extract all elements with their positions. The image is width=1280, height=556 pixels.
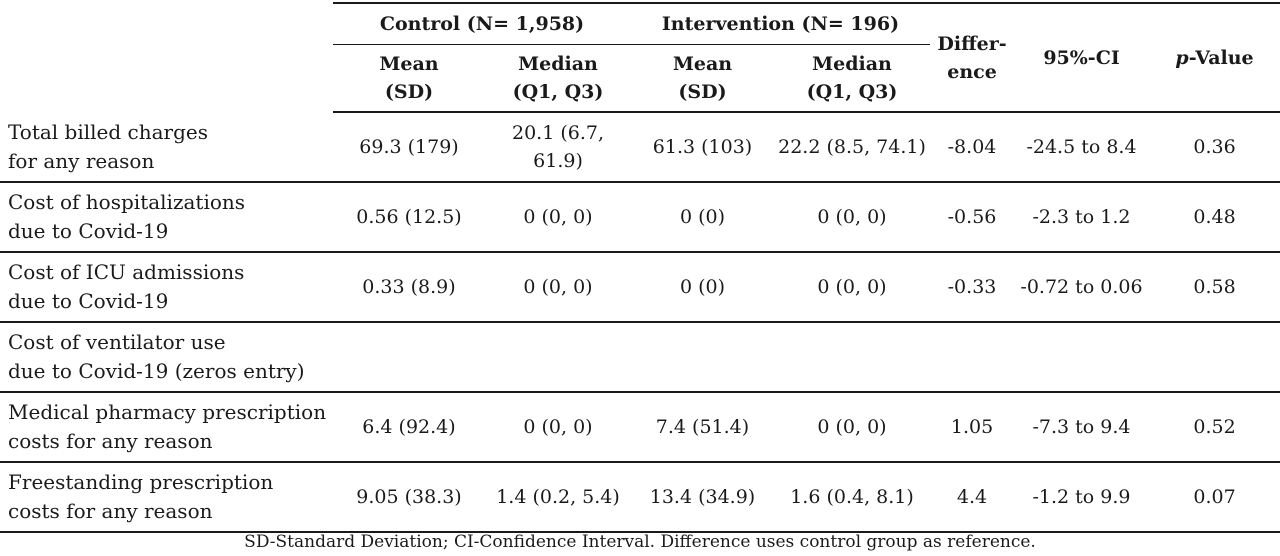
row-label: Freestanding prescription costs for any … <box>0 462 333 533</box>
difference-header-line2: ence <box>947 60 997 83</box>
mean-header-line1: Mean <box>379 53 439 75</box>
difference-cell: -0.56 <box>930 182 1015 253</box>
row-label: Cost of ventilator use due to Covid-19 (… <box>0 322 333 393</box>
ci-cell: -1.2 to 9.9 <box>1014 462 1150 533</box>
intervention-median-cell <box>774 322 931 393</box>
difference-cell: 1.05 <box>930 392 1015 463</box>
pvalue-header: p-Value <box>1149 2 1280 113</box>
row-label-line1: Cost of ventilator use <box>8 330 226 354</box>
row-label: Medical pharmacy prescription costs for … <box>0 392 333 463</box>
ci-cell: -7.3 to 9.4 <box>1014 392 1150 463</box>
median-header-line2: (Q1, Q3) <box>806 81 898 103</box>
control-mean-cell: 0.56 (12.5) <box>333 182 485 253</box>
mean-header-line2: (SD) <box>678 81 727 103</box>
intervention-group-header: Intervention (N= 196) <box>631 2 931 45</box>
pvalue-cell: 0.52 <box>1149 392 1280 463</box>
row-label: Cost of ICU admissions due to Covid-19 <box>0 252 333 323</box>
intervention-mean-cell <box>631 322 774 393</box>
pvalue-cell <box>1149 322 1280 393</box>
ci-cell: -2.3 to 1.2 <box>1014 182 1150 253</box>
control-median-cell: 0 (0, 0) <box>485 252 631 323</box>
median-header-line1: Median <box>518 53 598 75</box>
row-label-line2: due to Covid-19 <box>8 289 169 313</box>
row-label-line1: Cost of hospitalizations <box>8 190 246 214</box>
control-median-header: Median (Q1, Q3) <box>485 44 631 113</box>
table-footnote: SD-Standard Deviation; CI-Confidence Int… <box>244 532 1036 552</box>
difference-header-line1: Differ- <box>937 32 1007 55</box>
median-header-line1: Median <box>812 53 892 75</box>
table-row: Total billed charges for any reason 69.3… <box>0 112 1280 183</box>
control-median-cell: 0 (0, 0) <box>485 392 631 463</box>
control-median-cell: 1.4 (0.2, 5.4) <box>485 462 631 533</box>
intervention-mean-cell: 61.3 (103) <box>631 112 774 183</box>
row-label: Cost of hospitalizations due to Covid-19 <box>0 182 333 253</box>
row-label-line2: costs for any reason <box>8 499 213 523</box>
intervention-mean-cell: 0 (0) <box>631 182 774 253</box>
row-label-line2: due to Covid-19 <box>8 219 169 243</box>
cost-comparison-table: Control (N= 1,958) Intervention (N= 196)… <box>0 2 1280 533</box>
ci-header: 95%-CI <box>1014 2 1150 113</box>
row-label-line2: due to Covid-19 (zeros entry) <box>8 359 305 383</box>
difference-cell <box>930 322 1015 393</box>
row-label-line1: Cost of ICU admissions <box>8 260 245 284</box>
row-label-line1: Total billed charges <box>8 119 208 144</box>
difference-cell: -0.33 <box>930 252 1015 323</box>
mean-header-line2: (SD) <box>384 81 434 103</box>
table-row: Medical pharmacy prescription costs for … <box>0 392 1280 463</box>
row-label-line2: costs for any reason <box>8 429 213 453</box>
ci-cell: -24.5 to 8.4 <box>1014 112 1150 183</box>
control-mean-cell: 9.05 (38.3) <box>333 462 485 533</box>
pvalue-cell: 0.07 <box>1149 462 1280 533</box>
difference-header: Differ- ence <box>930 2 1015 113</box>
pvalue-cell: 0.58 <box>1149 252 1280 323</box>
intervention-mean-cell: 7.4 (51.4) <box>631 392 774 463</box>
row-label-line2: for any reason <box>8 148 155 173</box>
intervention-median-cell: 0 (0, 0) <box>774 252 931 323</box>
header-row-stats: Mean (SD) Median (Q1, Q3) Mean (SD) Medi… <box>0 44 1280 113</box>
intervention-mean-cell: 0 (0) <box>631 252 774 323</box>
intervention-mean-cell: 13.4 (34.9) <box>631 462 774 533</box>
intervention-median-header: Median (Q1, Q3) <box>774 44 931 113</box>
control-median-cell: 20.1 (6.7, 61.9) <box>485 112 631 183</box>
control-mean-cell: 6.4 (92.4) <box>333 392 485 463</box>
difference-cell: -8.04 <box>930 112 1015 183</box>
control-median-cell: 0 (0, 0) <box>485 182 631 253</box>
intervention-median-cell: 22.2 (8.5, 74.1) <box>774 112 931 183</box>
control-mean-header: Mean (SD) <box>333 44 485 113</box>
pvalue-cell: 0.36 <box>1149 112 1280 183</box>
intervention-median-cell: 0 (0, 0) <box>774 392 931 463</box>
pvalue-cell: 0.48 <box>1149 182 1280 253</box>
table-row: Cost of ventilator use due to Covid-19 (… <box>0 322 1280 393</box>
control-mean-cell: 69.3 (179) <box>333 112 485 183</box>
mean-header-line1: Mean <box>672 53 733 75</box>
control-group-header: Control (N= 1,958) <box>333 2 631 45</box>
control-mean-cell: 0.33 (8.9) <box>333 252 485 323</box>
ci-cell <box>1014 322 1150 393</box>
row-label-line1: Medical pharmacy prescription <box>8 400 327 424</box>
row-label: Total billed charges for any reason <box>0 112 333 183</box>
control-mean-cell <box>333 322 485 393</box>
control-median-cell <box>485 322 631 393</box>
intervention-median-cell: 1.6 (0.4, 8.1) <box>774 462 931 533</box>
table-row: Freestanding prescription costs for any … <box>0 462 1280 533</box>
table-row: Cost of ICU admissions due to Covid-19 0… <box>0 252 1280 323</box>
median-header-line2: (Q1, Q3) <box>512 81 604 103</box>
pvalue-header-rest: -Value <box>1188 46 1254 69</box>
intervention-median-cell: 0 (0, 0) <box>774 182 931 253</box>
intervention-mean-header: Mean (SD) <box>631 44 774 113</box>
table-row: Cost of hospitalizations due to Covid-19… <box>0 182 1280 253</box>
row-label-line1: Freestanding prescription <box>8 470 274 494</box>
header-row-groups: Control (N= 1,958) Intervention (N= 196)… <box>0 2 1280 113</box>
ci-cell: -0.72 to 0.06 <box>1014 252 1150 323</box>
difference-cell: 4.4 <box>930 462 1015 533</box>
row-label-header <box>0 3 333 112</box>
pvalue-header-italic: p <box>1175 46 1189 69</box>
